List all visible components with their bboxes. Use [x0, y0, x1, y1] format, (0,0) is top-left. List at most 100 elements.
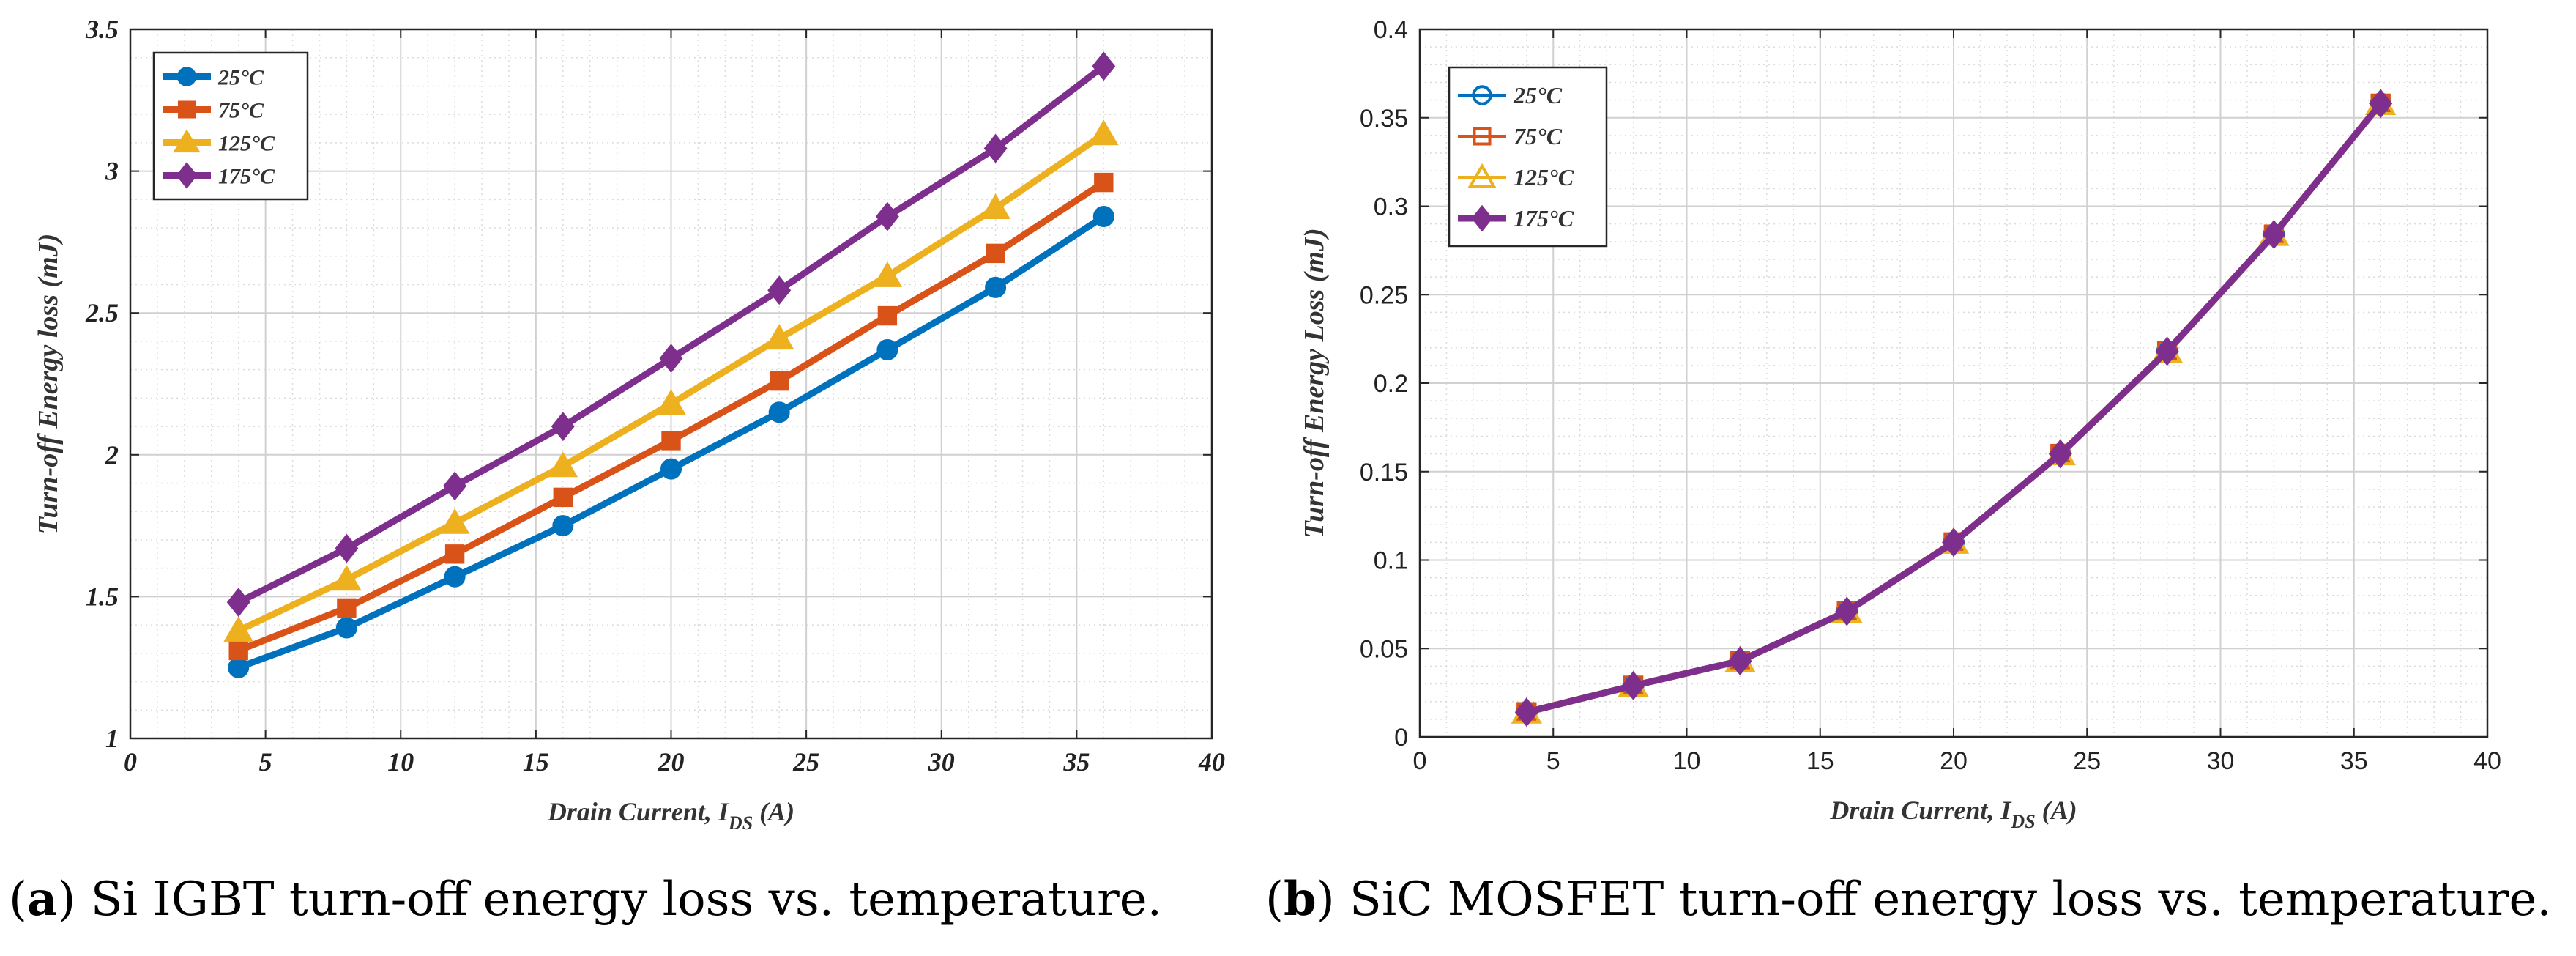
- data-point-175c: [983, 133, 1008, 163]
- y-tick-label: 0.4: [1374, 16, 1408, 44]
- data-point-125c: [656, 389, 686, 415]
- y-tick-label: 0: [1394, 724, 1408, 752]
- data-point-125c: [764, 324, 794, 350]
- data-point-175c: [767, 275, 792, 305]
- data-point-175c: [2262, 220, 2286, 250]
- data-point-75c: [1094, 172, 1114, 193]
- legend-label: 175°C: [218, 165, 275, 189]
- y-tick-label: 0.3: [1374, 193, 1408, 221]
- x-tick-label: 20: [658, 747, 685, 777]
- data-point-175c: [2155, 336, 2179, 366]
- x-tick-label: 5: [1546, 747, 1560, 775]
- legend-label: 175°C: [1514, 205, 1574, 231]
- x-tick-label: 20: [1940, 747, 1968, 775]
- legend-marker: [1472, 85, 1492, 105]
- data-point-25c: [444, 566, 466, 588]
- caption-a-text: Si IGBT turn-off energy loss vs. tempera…: [75, 872, 1162, 927]
- chart-b: 0 5 10 15 20 25 30 35 40 0 0.05 0.1 0.15 0.2 0.25 0.3 0.…: [1299, 16, 2501, 832]
- x-tick-label: 35: [2340, 747, 2368, 775]
- legend: 25°C 75°C 125°C 175°C: [152, 51, 309, 201]
- data-point-125c: [872, 261, 903, 287]
- data-point-125c: [223, 615, 254, 642]
- legend-marker: [176, 67, 197, 86]
- grid: [1419, 29, 2488, 738]
- x-tick-label: 10: [387, 747, 414, 777]
- y-tick-label: 0.2: [1374, 370, 1408, 398]
- legend-marker: [177, 100, 196, 119]
- y-axis-label: Turn-off Energy loss (mJ): [33, 234, 64, 535]
- legend-label: 25°C: [217, 66, 264, 90]
- x-tick-label: 0: [124, 747, 137, 777]
- x-tick-label: 15: [523, 747, 549, 777]
- data-point-175c: [2369, 89, 2393, 119]
- y-tick-label: 0.35: [1360, 105, 1408, 133]
- data-point-175c: [226, 588, 250, 618]
- data-point-175c: [1621, 671, 1645, 700]
- y-tick-label: 2: [105, 440, 119, 470]
- x-tick-label: 15: [1806, 747, 1834, 775]
- data-point-75c: [877, 305, 898, 326]
- data-point-125c: [1088, 119, 1119, 146]
- x-axis-label: Drain Current, IDS (A): [547, 797, 794, 834]
- data-point-175c: [1835, 596, 1859, 626]
- x-tick-label: 10: [1673, 747, 1701, 775]
- y-tick-label: 2.5: [85, 298, 119, 327]
- data-point-75c: [986, 243, 1005, 264]
- legend-marker: [176, 162, 198, 189]
- x-axis-label: Drain Current, IDS (A): [1829, 796, 2077, 832]
- data-point-75c: [553, 487, 573, 508]
- series-group: [223, 51, 1119, 678]
- data-point-125c: [439, 508, 470, 534]
- y-tick-label: 1: [105, 724, 119, 753]
- data-point-25c: [1092, 206, 1114, 228]
- y-tick-label: 3: [105, 157, 119, 186]
- legend-label: 75°C: [218, 99, 264, 123]
- x-tick-label: 30: [928, 747, 955, 777]
- data-point-25c: [876, 339, 898, 361]
- chart-panel-a: 0 5 10 15 20 25 30 35 40 1 1.5 2 2.5 3 3.5 Drain Curren…: [33, 15, 1225, 834]
- y-axis-label: Turn-off Energy Loss (mJ): [1299, 228, 1330, 538]
- legend-marker: [173, 129, 201, 153]
- caption-b-text: SiC MOSFET turn-off energy loss vs. temp…: [1334, 872, 2552, 927]
- legend-marker: [1473, 127, 1492, 146]
- data-point-175c: [1092, 51, 1116, 81]
- chart-panel-b: 0 5 10 15 20 25 30 35 40 0 0.05 0.1 0.15 0.2 0.25 0.3 0.…: [1288, 0, 2576, 956]
- x-tick-label: 40: [2473, 747, 2501, 775]
- data-point-25c: [768, 401, 790, 423]
- x-tick-label: 30: [2207, 747, 2235, 775]
- chart-a: 0 5 10 15 20 25 30 35 40 1 1.5 2 2.5 3 3.5 Drain Curren…: [33, 15, 1225, 834]
- y-tick-label: 0.1: [1374, 547, 1408, 575]
- data-point-25c: [985, 276, 1007, 298]
- data-point-75c: [444, 544, 465, 564]
- data-point-125c: [332, 565, 362, 591]
- data-point-25c: [552, 515, 574, 537]
- data-point-25c: [660, 458, 682, 480]
- data-point-25c: [228, 656, 250, 678]
- data-point-75c: [228, 640, 248, 661]
- data-point-175c: [659, 344, 683, 374]
- data-point-125c: [980, 193, 1010, 219]
- legend-label: 75°C: [1514, 123, 1563, 149]
- data-point-125c: [548, 451, 578, 478]
- legend-marker: [1467, 163, 1497, 188]
- legend-label: 125°C: [218, 132, 275, 156]
- data-point-175c: [335, 533, 359, 563]
- data-point-75c: [337, 598, 357, 618]
- x-tick-label: 35: [1062, 747, 1090, 777]
- data-point-175c: [1728, 646, 1752, 676]
- x-tick-label: 40: [1198, 747, 1225, 777]
- data-point-175c: [443, 471, 467, 501]
- caption-a: (a) Si IGBT turn-off energy loss vs. tem…: [9, 872, 1162, 927]
- data-point-175c: [551, 412, 575, 442]
- y-tick-label: 0.05: [1360, 635, 1408, 663]
- legend-label: 25°C: [1513, 82, 1563, 108]
- x-tick-label: 5: [259, 747, 272, 777]
- x-tick-label: 25: [2073, 747, 2101, 775]
- data-point-175c: [875, 201, 899, 231]
- data-point-175c: [1514, 697, 1538, 727]
- legend-label: 125°C: [1514, 164, 1574, 190]
- y-tick-label: 0.25: [1360, 281, 1408, 309]
- data-point-175c: [2048, 439, 2072, 469]
- data-point-75c: [770, 371, 789, 391]
- series-group: [1511, 88, 2397, 727]
